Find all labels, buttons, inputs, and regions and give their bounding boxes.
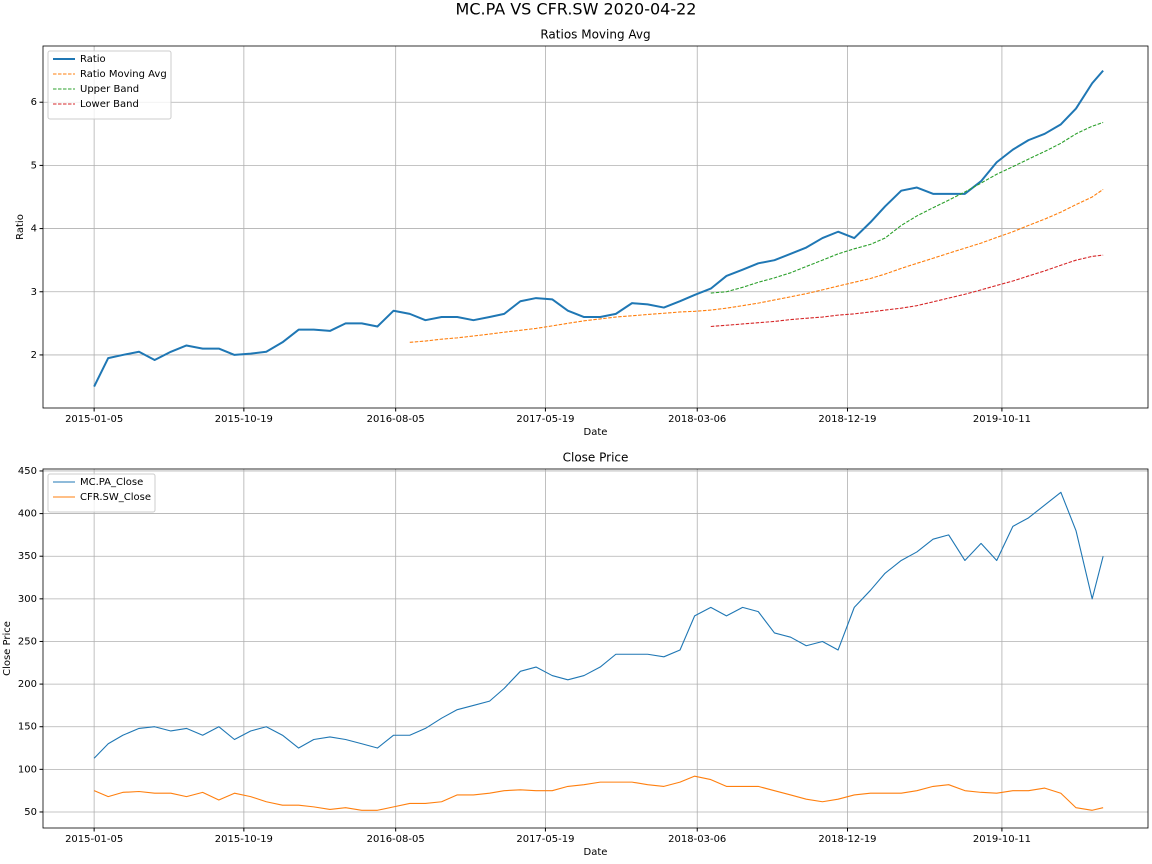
- y-tick-label: 250: [18, 636, 37, 647]
- legend-label: Ratio Moving Avg: [80, 69, 167, 80]
- axes-title: Close Price: [563, 451, 629, 465]
- x-tick-label: 2016-08-05: [367, 414, 425, 425]
- legend: Ratio Ratio Moving Avg Upper Band Lower Ban…: [47, 50, 172, 120]
- legend-label: CFR.SW_Close: [80, 492, 151, 503]
- x-tick-label: 2015-01-05: [65, 414, 123, 425]
- y-tick-label: 3: [31, 287, 37, 298]
- y-tick-label: 5: [31, 160, 37, 171]
- x-tick-label: 2017-05-19: [516, 834, 574, 845]
- data-line: [93, 491, 1104, 759]
- x-axis-label: Date: [584, 847, 608, 858]
- y-tick-label: 6: [31, 97, 37, 108]
- suptitle: MC.PA VS CFR.SW 2020-04-22: [456, 0, 697, 19]
- x-tick-label: 2018-03-06: [668, 834, 726, 845]
- y-tick-label: 450: [18, 466, 37, 477]
- x-tick-label: 2015-10-19: [215, 414, 273, 425]
- y-axis-label: Ratio: [15, 214, 26, 240]
- y-tick-label: 200: [18, 679, 37, 690]
- data-line: [710, 121, 1104, 294]
- y-tick-label: 400: [18, 509, 37, 520]
- x-axis-label: Date: [584, 427, 608, 438]
- y-tick-label: 4: [31, 224, 37, 235]
- y-tick-label: 100: [18, 764, 37, 775]
- y-tick-label: 50: [24, 807, 37, 818]
- y-axis-label: Close Price: [2, 621, 13, 676]
- x-tick-label: 2015-01-05: [65, 834, 123, 845]
- legend-box: [47, 50, 172, 120]
- y-tick-label: 2: [31, 350, 37, 361]
- x-tick-label: 2018-03-06: [668, 414, 726, 425]
- legend-label: MC.PA_Close: [80, 477, 143, 488]
- data-line: [93, 69, 1104, 387]
- x-tick-label: 2019-10-11: [973, 834, 1031, 845]
- data-line: [710, 254, 1104, 328]
- legend: MC.PA_Close CFR.SW_Close: [47, 473, 156, 513]
- data-line: [409, 188, 1104, 343]
- x-tick-label: 2018-12-19: [818, 834, 876, 845]
- legend-box: [47, 473, 156, 513]
- data-line: [93, 775, 1104, 811]
- x-tick-label: 2016-08-05: [367, 834, 425, 845]
- legend-label: Lower Band: [80, 99, 139, 110]
- y-tick-label: 150: [18, 722, 37, 733]
- x-tick-label: 2015-10-19: [215, 834, 273, 845]
- x-tick-label: 2019-10-11: [973, 414, 1031, 425]
- axes-frame: [42, 468, 1149, 829]
- x-tick-label: 2018-12-19: [818, 414, 876, 425]
- x-tick-label: 2017-05-19: [516, 414, 574, 425]
- y-tick-label: 350: [18, 551, 37, 562]
- legend-label: Upper Band: [80, 84, 139, 95]
- axes-title: Ratios Moving Avg: [540, 28, 650, 42]
- y-tick-label: 300: [18, 594, 37, 605]
- axes-frame: [42, 45, 1149, 409]
- legend-label: Ratio: [80, 54, 106, 65]
